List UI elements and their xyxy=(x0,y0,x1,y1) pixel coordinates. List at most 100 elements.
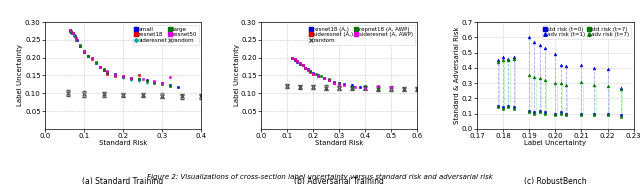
Point xyxy=(292,60,303,63)
Point xyxy=(79,50,89,53)
Point xyxy=(498,59,508,62)
Point xyxy=(290,59,300,62)
Point xyxy=(91,61,101,63)
Point xyxy=(524,109,534,112)
Point xyxy=(118,76,128,79)
Point xyxy=(616,114,626,116)
Point xyxy=(126,77,136,79)
Point xyxy=(141,79,152,82)
Point xyxy=(287,56,298,59)
Point xyxy=(141,81,152,84)
Legend: std risk (t=0), adv risk (t=1), std risk (t=7), adv risk (t=7): std risk (t=0), adv risk (t=1), std risk… xyxy=(542,25,631,39)
Point xyxy=(616,86,626,89)
Point xyxy=(556,111,566,114)
Point xyxy=(79,49,89,52)
Point xyxy=(329,81,339,84)
Point xyxy=(360,85,371,88)
Point xyxy=(602,68,612,71)
Point xyxy=(493,106,503,109)
Point xyxy=(95,65,105,68)
Point xyxy=(83,54,93,57)
Point xyxy=(339,83,349,86)
Point xyxy=(556,82,566,84)
Point xyxy=(157,82,168,85)
Point xyxy=(118,75,128,78)
Point xyxy=(157,81,168,84)
Point xyxy=(126,77,136,80)
Point xyxy=(99,69,109,72)
Point xyxy=(65,29,76,31)
Point xyxy=(67,30,77,33)
Point xyxy=(72,38,82,41)
Point xyxy=(149,79,159,82)
Point xyxy=(68,31,78,34)
Point xyxy=(602,114,612,116)
Point xyxy=(576,80,586,83)
Point xyxy=(493,105,503,107)
Point xyxy=(292,60,303,63)
Point xyxy=(303,69,313,72)
Legend: small, resnet18, sideresnet, large, resnet50, random: small, resnet18, sideresnet, large, resn… xyxy=(133,25,198,45)
Point xyxy=(308,71,318,74)
Point xyxy=(69,33,79,36)
Point xyxy=(298,64,308,67)
Point xyxy=(71,38,81,41)
Point xyxy=(550,112,561,115)
Point xyxy=(349,85,360,88)
Point xyxy=(534,77,545,80)
Point xyxy=(295,62,305,65)
Legend: resnet18 (A,), sideresnet (A,), random, repnet18 (A, AWP), sideresnet (A, AWP): resnet18 (A,), sideresnet (A,), random, … xyxy=(308,25,415,45)
Point xyxy=(79,50,89,53)
Point xyxy=(102,70,113,73)
Point xyxy=(110,75,120,78)
Point xyxy=(508,56,518,59)
Point xyxy=(134,77,144,80)
Point xyxy=(329,81,339,84)
Point xyxy=(118,75,128,78)
Point xyxy=(524,111,534,114)
Point xyxy=(102,71,113,74)
Point xyxy=(310,72,321,75)
Point xyxy=(347,84,357,87)
Point xyxy=(339,84,349,87)
Point xyxy=(524,74,534,77)
Point xyxy=(165,84,175,87)
Point xyxy=(308,72,318,75)
Text: (c) RobustBench: (c) RobustBench xyxy=(524,177,587,184)
Point xyxy=(529,40,540,43)
X-axis label: Standard Risk: Standard Risk xyxy=(315,140,364,146)
Point xyxy=(334,81,344,84)
Point xyxy=(99,69,109,72)
Point xyxy=(529,112,540,115)
Point xyxy=(503,106,513,109)
Point xyxy=(347,85,357,88)
Point xyxy=(86,57,97,60)
Point xyxy=(134,79,144,82)
Point xyxy=(287,57,298,60)
Point xyxy=(305,70,316,73)
Point xyxy=(534,109,545,112)
Point xyxy=(75,44,85,47)
Point xyxy=(576,114,586,116)
Point xyxy=(313,75,323,78)
Point xyxy=(503,59,513,62)
Y-axis label: Label Uncertainty: Label Uncertainty xyxy=(234,45,239,106)
Point xyxy=(83,54,93,57)
Point xyxy=(313,74,323,77)
Point xyxy=(319,77,329,80)
Point xyxy=(540,111,550,114)
Point xyxy=(589,112,600,115)
Point xyxy=(616,115,626,118)
Point xyxy=(65,29,76,32)
Y-axis label: Standard & Adversarial Risk: Standard & Adversarial Risk xyxy=(454,27,460,124)
Point xyxy=(298,64,308,67)
Point xyxy=(313,75,323,78)
Point xyxy=(550,53,561,56)
Point xyxy=(173,85,183,88)
Point xyxy=(290,58,300,61)
Point xyxy=(550,82,561,84)
Point xyxy=(86,58,97,61)
Point xyxy=(324,79,334,82)
Point xyxy=(295,63,305,66)
Point xyxy=(110,73,120,76)
